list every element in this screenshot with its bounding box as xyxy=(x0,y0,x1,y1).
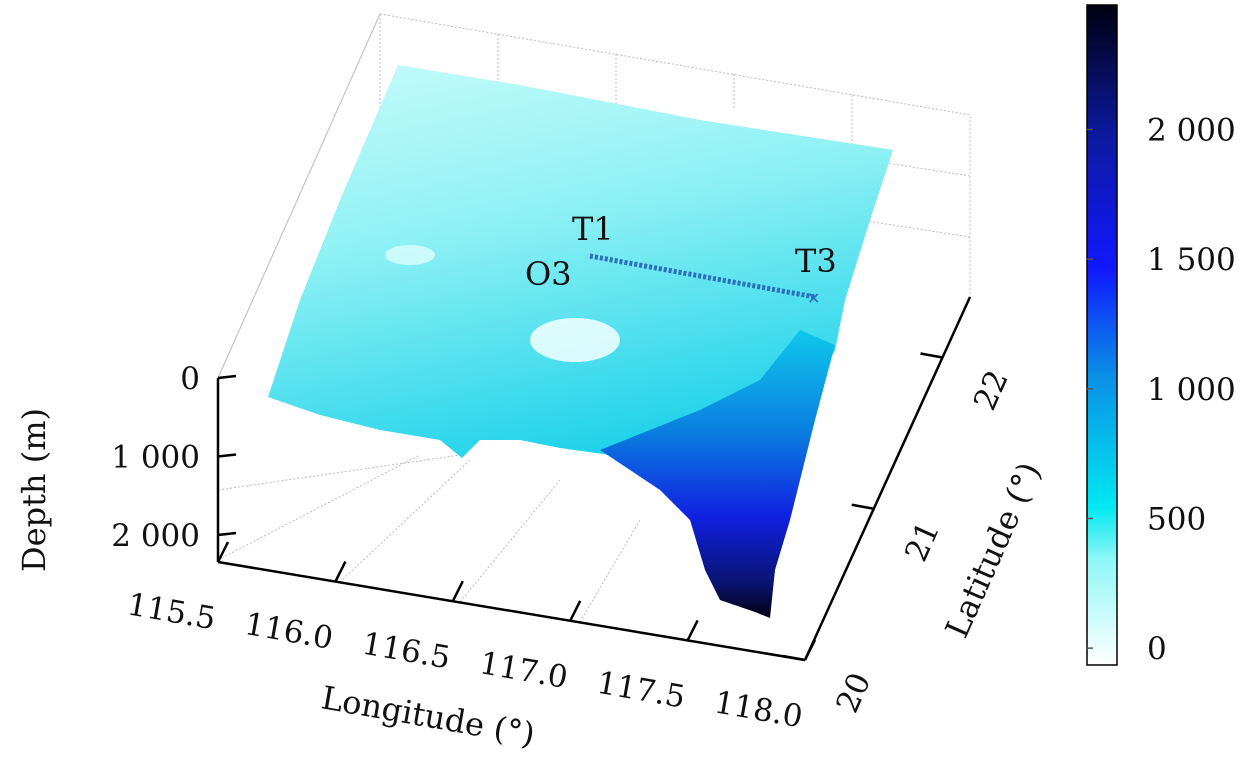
z-tick-mark xyxy=(217,531,237,537)
colorbar-ticks: 0 500 1 000 1 500 2 000 xyxy=(1087,112,1236,667)
y-tick-mark xyxy=(782,654,806,662)
track-end-marker: × xyxy=(807,288,820,307)
colorbar-tick-label: 500 xyxy=(1147,501,1206,537)
y-tick-label: 22 xyxy=(967,365,1016,416)
x-tick-label: 118.0 xyxy=(712,684,806,735)
z-tick-mark xyxy=(217,374,237,380)
x-axis-line xyxy=(217,560,806,662)
x-tick-mark xyxy=(451,580,464,602)
x-tick-label: 116.0 xyxy=(242,606,336,657)
x-tick-label: 116.5 xyxy=(359,626,453,677)
x-tick-label: 117.0 xyxy=(477,645,571,696)
z-tick-label: 0 xyxy=(180,361,200,397)
survey-track: × xyxy=(589,253,820,307)
z-tick-mark xyxy=(217,453,237,458)
z-axis-label: Depth (m) xyxy=(15,408,53,572)
seamount-highlight xyxy=(530,318,620,362)
y-tick-label: 21 xyxy=(898,516,947,567)
colorbar-tick-label: 2 000 xyxy=(1147,112,1236,148)
colorbar xyxy=(1086,4,1118,666)
x-tick-mark xyxy=(569,600,582,622)
seamount-highlight xyxy=(385,245,435,265)
x-tick-mark xyxy=(216,541,230,563)
annotation-t3: T3 xyxy=(795,242,837,280)
y-tick-label: 20 xyxy=(829,668,878,719)
x-tick-label: 115.5 xyxy=(125,586,219,637)
colorbar-tick-label: 1 500 xyxy=(1147,242,1236,278)
colorbar-tick-label: 1 000 xyxy=(1147,372,1236,408)
x-axis-label: Longitude (°) xyxy=(319,678,538,753)
y-axis-label: Latitude (°) xyxy=(938,457,1049,644)
y-tick-mark xyxy=(851,503,874,510)
depth-surface xyxy=(268,65,893,618)
colorbar-tick-label: 0 xyxy=(1147,631,1167,667)
annotation-o3: O3 xyxy=(525,255,572,293)
x-tick-mark xyxy=(803,639,817,661)
y-tick-mark xyxy=(920,352,943,359)
shelf-surface xyxy=(268,65,893,480)
z-tick-label: 2 000 xyxy=(111,518,200,554)
annotation-t1: T1 xyxy=(572,210,614,248)
x-tick-mark xyxy=(334,561,347,583)
x-tick-label: 117.5 xyxy=(594,665,688,716)
x-tick-mark xyxy=(686,619,699,641)
z-tick-label: 1 000 xyxy=(111,440,200,476)
trench-surface xyxy=(600,330,835,618)
